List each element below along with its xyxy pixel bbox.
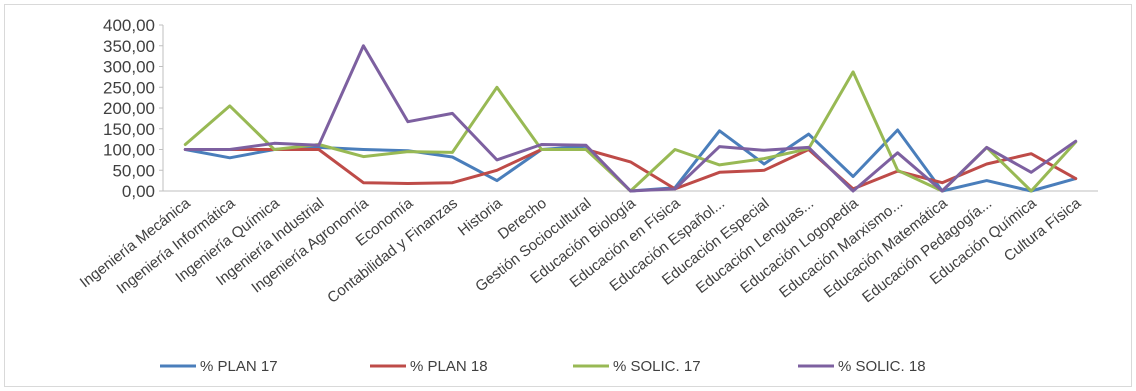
x-tick-label: Cultura Física — [1001, 194, 1085, 265]
series-line-4 — [183, 44, 1078, 193]
legend: % PLAN 17 % PLAN 18 % SOLIC. 17 % SOLIC. 18 — [160, 358, 926, 375]
legend-label: % SOLIC. 18 — [838, 358, 926, 375]
y-tick-label: 0,00 — [122, 182, 155, 201]
series-line-3 — [183, 70, 1078, 193]
y-tick-label: 100,00 — [103, 141, 155, 160]
y-tick-label: 50,00 — [112, 161, 155, 180]
series-line-2 — [183, 148, 1078, 191]
axes — [162, 25, 1098, 192]
y-tick-label: 350,00 — [103, 37, 155, 56]
y-tick-label: 400,00 — [103, 16, 155, 35]
legend-label: % PLAN 18 — [410, 358, 488, 375]
series-lines — [183, 44, 1078, 193]
chart-frame: 0,00 50,00 100,00 150,00 200,00 250,00 300,00 3… — [4, 4, 1132, 387]
y-tick-label: 150,00 — [103, 120, 155, 139]
legend-label: % PLAN 17 — [200, 358, 278, 375]
y-tick-label: 200,00 — [103, 99, 155, 118]
y-tick-label: 300,00 — [103, 58, 155, 77]
legend-label: % SOLIC. 17 — [613, 358, 701, 375]
y-tick-label: 250,00 — [103, 78, 155, 97]
